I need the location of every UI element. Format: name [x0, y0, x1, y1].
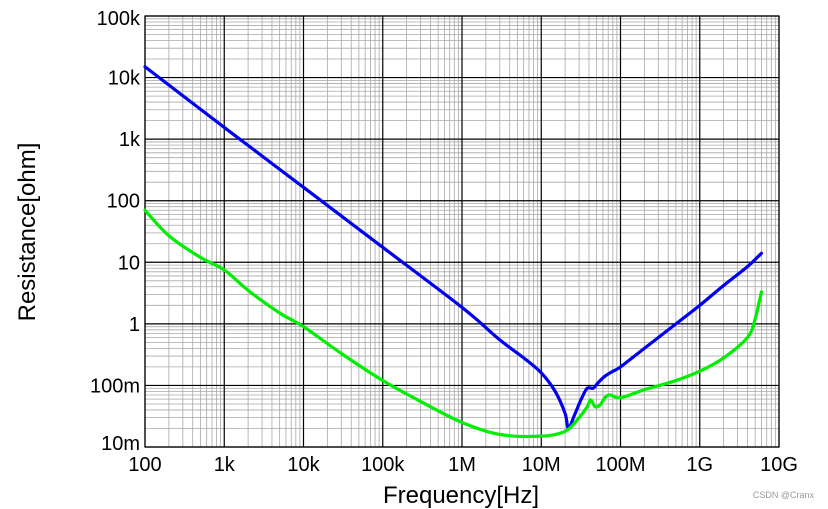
y-tick-label: 10m	[101, 433, 140, 455]
plot-frame	[144, 15, 780, 448]
x-tick-label: 1G	[686, 454, 713, 476]
x-tick-label: 1k	[214, 454, 236, 476]
x-tick-label: 100	[128, 454, 161, 476]
y-tick-label: 100k	[97, 8, 141, 30]
y-tick-label: 10k	[108, 68, 141, 90]
x-axis-title: Frequency[Hz]	[383, 482, 539, 509]
x-tick-label: 100M	[595, 454, 645, 476]
series-line-1	[143, 65, 764, 431]
y-tick-label: 100	[107, 191, 140, 213]
y-tick-label: 100m	[90, 375, 140, 397]
y-tick-label: 10	[118, 252, 140, 274]
y-tick-label: 1k	[119, 129, 141, 151]
x-tick-label: 10k	[287, 454, 320, 476]
y-tick-label: 1	[129, 314, 140, 336]
watermark-text: CSDN @Cranx	[753, 490, 815, 500]
x-tick-label: 10M	[522, 454, 561, 476]
x-tick-label: 1M	[448, 454, 476, 476]
y-tick-labels: 10m 100m 1 10 100 1k 10k 100k	[90, 8, 141, 455]
x-tick-labels: 100 1k 10k 100k 1M 10M 100M 1G 10G	[128, 454, 798, 476]
x-tick-label: 10G	[760, 454, 798, 476]
series-layer	[143, 65, 764, 439]
x-tick-label: 100k	[361, 454, 405, 476]
y-axis-title: Resistance[ohm]	[14, 143, 41, 322]
series-line-2	[143, 208, 764, 439]
